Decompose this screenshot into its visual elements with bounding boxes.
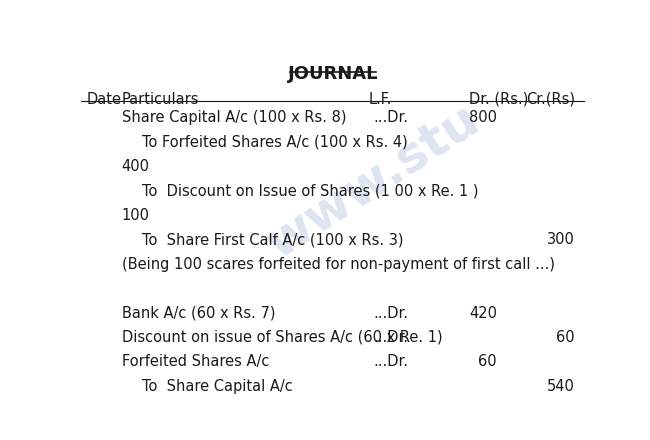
Text: www.stu: www.stu <box>257 95 488 268</box>
Text: L.F.: L.F. <box>369 92 392 107</box>
Text: 420: 420 <box>469 305 497 321</box>
Text: To  Share Capital A/c: To Share Capital A/c <box>142 379 292 394</box>
Text: Dr. (Rs.): Dr. (Rs.) <box>469 92 528 107</box>
Text: 60: 60 <box>556 330 575 345</box>
Text: 60: 60 <box>478 354 497 369</box>
Text: Share Capital A/c (100 x Rs. 8): Share Capital A/c (100 x Rs. 8) <box>122 110 346 125</box>
Text: To  Share First Calf A/c (100 x Rs. 3): To Share First Calf A/c (100 x Rs. 3) <box>142 232 403 247</box>
Text: Bank A/c (60 x Rs. 7): Bank A/c (60 x Rs. 7) <box>122 305 275 321</box>
Text: Cr.(Rs): Cr.(Rs) <box>526 92 575 107</box>
Text: JOURNAL: JOURNAL <box>288 65 378 83</box>
Text: Forfeited Shares A/c: Forfeited Shares A/c <box>122 354 269 369</box>
Text: Date: Date <box>86 92 122 107</box>
Text: ...Dr.: ...Dr. <box>373 110 408 125</box>
Text: To Forfeited Shares A/c (100 x Rs. 4): To Forfeited Shares A/c (100 x Rs. 4) <box>142 135 408 150</box>
Text: ...Dr.: ...Dr. <box>373 354 408 369</box>
Text: To  Discount on Issue of Shares (1 00 x Re. 1 ): To Discount on Issue of Shares (1 00 x R… <box>142 183 478 198</box>
Text: ...Dr.: ...Dr. <box>373 330 408 345</box>
Text: Particulars: Particulars <box>122 92 199 107</box>
Text: ...Dr.: ...Dr. <box>373 305 408 321</box>
Text: 400: 400 <box>122 159 150 174</box>
Text: 100: 100 <box>122 208 150 223</box>
Text: 800: 800 <box>469 110 497 125</box>
Text: (Being 100 scares forfeited for non-payment of first call ...): (Being 100 scares forfeited for non-paym… <box>122 257 554 272</box>
Text: 540: 540 <box>547 379 575 394</box>
Text: Discount on issue of Shares A/c (60 x Re. 1): Discount on issue of Shares A/c (60 x Re… <box>122 330 442 345</box>
Text: 300: 300 <box>547 232 575 247</box>
